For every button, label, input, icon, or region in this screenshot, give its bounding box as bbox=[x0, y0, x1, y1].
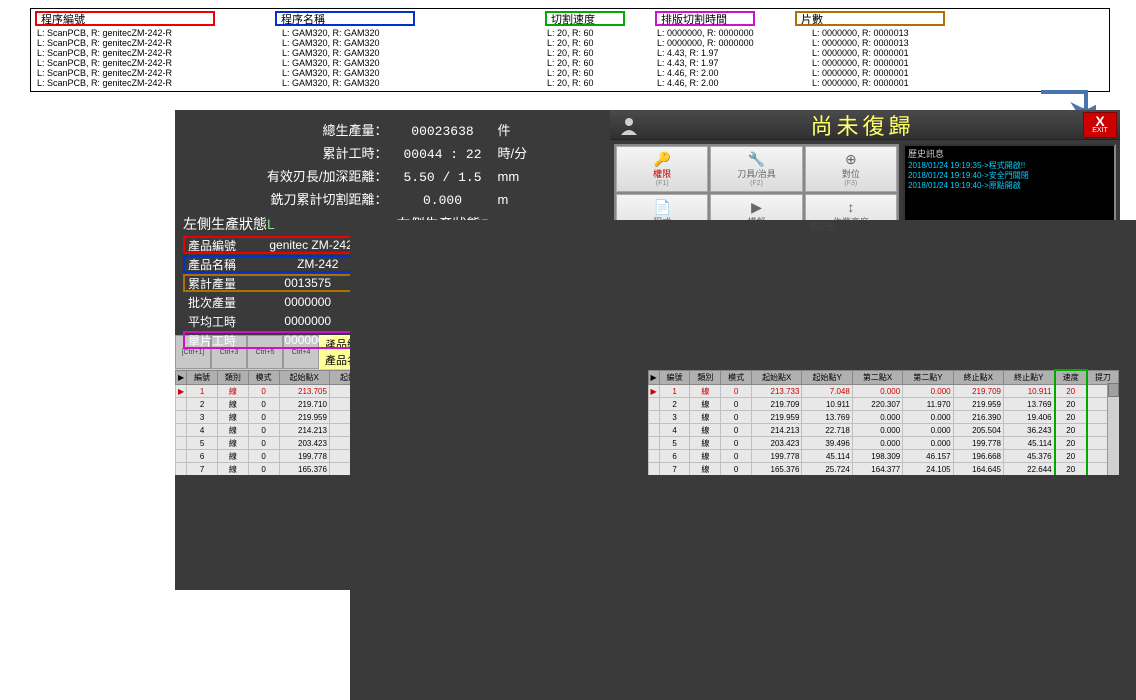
table-row[interactable]: 6線0199.77845.114198.30946.157196.66845.3… bbox=[648, 450, 1119, 463]
right-data-grid[interactable]: ▶編號類別模式起始點X起始點Y第二點X第二點Y終止點X終止點Y速度提刀▶1線02… bbox=[648, 369, 1120, 475]
top-log-rows: L: ScanPCB, R: genitecZM-242-RL: GAM320,… bbox=[31, 28, 1109, 91]
status-title: 尚未復歸 bbox=[642, 109, 1083, 141]
total-prod-value: 00023638 bbox=[388, 124, 498, 139]
table-row[interactable]: ▶1線0213.7337.0480.0000.000219.70910.9112… bbox=[648, 385, 1119, 398]
hdr-cut-speed: 切割速度 bbox=[545, 11, 625, 26]
tab-mark-r[interactable]: 標記點Ctrl+8 bbox=[756, 335, 792, 369]
table-row[interactable]: 5線0203.42339.4960.0000.000199.77845.1142… bbox=[648, 437, 1119, 450]
blade-len-label: 有效刃長/加深距離： bbox=[238, 166, 388, 185]
top-header-row: 程序編號 程序名稱 切割速度 排版切割時間 片數 bbox=[31, 9, 1109, 28]
table-row[interactable]: 7線0165.37625.724164.37724.105164.64522.6… bbox=[648, 463, 1119, 476]
exit-button[interactable]: XEXIT bbox=[1083, 112, 1117, 138]
fn-tool[interactable]: 🔧刀具/治具(F2) bbox=[710, 146, 802, 192]
hdr-cut-time: 排版切割時間 bbox=[655, 11, 755, 26]
acc-hours-label: 累計工時： bbox=[238, 143, 388, 162]
data-tables: 切削參數[Ctrl+1] 左側案Ctrl+3 檢視Ctrl+5 標記點Ctrl+… bbox=[175, 335, 1120, 475]
fn-permission[interactable]: 🔑權限(F1) bbox=[616, 146, 708, 192]
table-row[interactable]: 3線0219.95913.7690.0000.000216.39019.4062… bbox=[648, 411, 1119, 424]
fn-align[interactable]: ⊕對位(F3) bbox=[805, 146, 897, 192]
right-table-panel: 切削參數[Ctrl+5] 右側案Ctrl+7 檢視Ctrl+7 標記點Ctrl+… bbox=[648, 335, 1121, 475]
hdr-program-id: 程序編號 bbox=[35, 11, 215, 26]
scrollbar-r[interactable] bbox=[1107, 383, 1119, 475]
table-row[interactable]: 2線0219.70910.911220.30711.970219.95913.7… bbox=[648, 398, 1119, 411]
acc-hours-value: 00044 : 22 bbox=[388, 147, 498, 162]
hdr-piece-count: 片數 bbox=[795, 11, 945, 26]
hdr-program-name: 程序名稱 bbox=[275, 11, 415, 26]
main-app-window: 總生產量：00023638件 累計工時：00044 : 22時/分 有效刃長/加… bbox=[175, 110, 1120, 590]
cut-dist-value: 0.000 bbox=[388, 193, 498, 208]
user-icon bbox=[616, 112, 642, 138]
top-log-table: 程序編號 程序名稱 切割速度 排版切割時間 片數 L: ScanPCB, R: … bbox=[30, 8, 1110, 92]
total-prod-label: 總生產量： bbox=[238, 120, 388, 139]
cut-dist-label: 銑刀累計切割距離： bbox=[238, 189, 388, 208]
blade-len-value: 5.50 / 1.5 bbox=[388, 170, 498, 185]
table-row[interactable]: 4線0214.21322.7180.0000.000205.50436.2432… bbox=[648, 424, 1119, 437]
